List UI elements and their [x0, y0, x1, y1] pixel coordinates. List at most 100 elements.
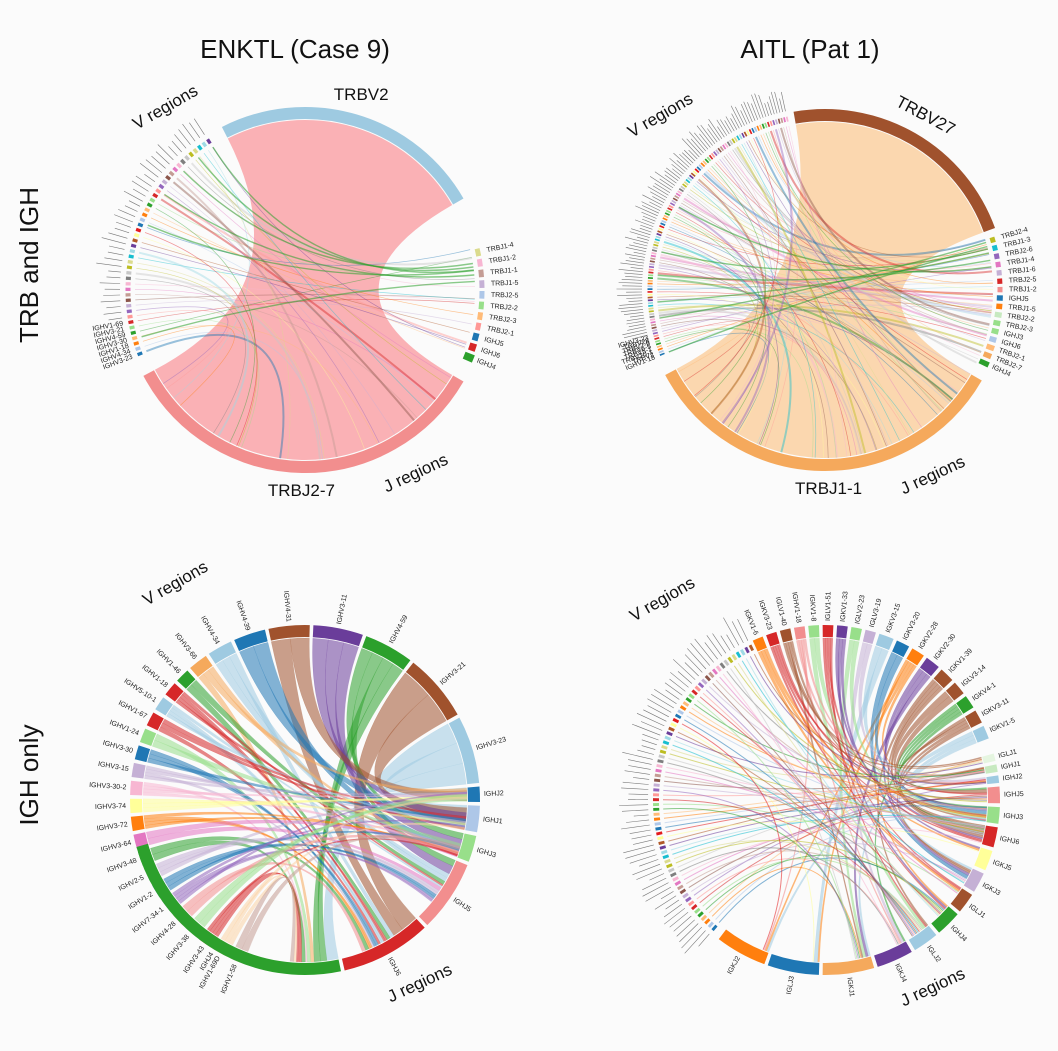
- v-segment-IGHV3-11[interactable]: [312, 625, 363, 647]
- v-segment[interactable]: [654, 238, 660, 242]
- j-segment-TRBJ1-6[interactable]: [996, 269, 1002, 276]
- v-segment[interactable]: [671, 199, 677, 204]
- j-segment-IGHJ4[interactable]: [978, 358, 990, 368]
- v-segment[interactable]: [679, 705, 687, 711]
- v-segment-IGHV1-18[interactable]: [793, 626, 807, 640]
- v-segment[interactable]: [772, 120, 776, 126]
- v-segment[interactable]: [659, 845, 667, 850]
- v-segment[interactable]: [664, 858, 671, 864]
- j-segment-TRBJ2-3[interactable]: [992, 319, 1001, 327]
- v-segment[interactable]: [704, 158, 710, 164]
- v-segment[interactable]: [133, 341, 140, 346]
- v-segment-IGKV1-33[interactable]: [836, 625, 848, 639]
- v-segment-IGHV1-67[interactable]: [146, 712, 164, 731]
- j-segment-IGHJ4[interactable]: [462, 351, 475, 363]
- j-segment-TRBJ2-2[interactable]: [994, 311, 1003, 318]
- v-segment-IGKV1-39[interactable]: [933, 669, 953, 689]
- v-segment[interactable]: [748, 644, 755, 652]
- v-segment[interactable]: [201, 141, 208, 148]
- v-segment[interactable]: [680, 185, 686, 190]
- v-segment[interactable]: [133, 232, 140, 238]
- v-segment[interactable]: [715, 149, 720, 155]
- v-segment[interactable]: [743, 131, 748, 137]
- v-segment[interactable]: [679, 888, 687, 895]
- j-segment-IGHJ1[interactable]: [465, 805, 480, 833]
- v-segment[interactable]: [131, 335, 138, 341]
- v-segment[interactable]: [136, 351, 143, 357]
- v-segment[interactable]: [132, 238, 138, 243]
- j-segment-TRBJ1-3[interactable]: [991, 244, 998, 252]
- v-segment[interactable]: [665, 209, 672, 214]
- v-segment[interactable]: [660, 849, 668, 855]
- j-segment-IGHJ6[interactable]: [468, 342, 478, 352]
- v-segment[interactable]: [691, 689, 698, 696]
- v-segment-IGHV3-23[interactable]: [448, 717, 480, 785]
- v-segment[interactable]: [744, 646, 750, 654]
- v-segment-IGKV3-11[interactable]: [965, 710, 982, 728]
- v-segment-IGHV4-34[interactable]: [208, 641, 237, 664]
- j-segment-TRBJ1-5[interactable]: [996, 303, 1003, 310]
- v-segment-IGHV3-72[interactable]: [130, 815, 145, 832]
- v-segment[interactable]: [701, 678, 708, 685]
- v-segment[interactable]: [708, 154, 714, 160]
- v-segment[interactable]: [766, 121, 771, 127]
- v-segment[interactable]: [662, 854, 670, 860]
- v-segment[interactable]: [683, 181, 689, 186]
- v-segment[interactable]: [656, 232, 662, 237]
- v-segment[interactable]: [139, 217, 146, 223]
- v-segment-IGHV1-24[interactable]: [139, 728, 157, 747]
- j-segment-IGHJ5[interactable]: [987, 786, 1001, 804]
- v-segment[interactable]: [127, 314, 133, 319]
- v-segment-IGKV3-23[interactable]: [766, 631, 780, 647]
- j-segment-IGHJ2[interactable]: [467, 786, 481, 802]
- v-segment[interactable]: [759, 124, 763, 130]
- v-segment[interactable]: [659, 225, 665, 229]
- v-segment[interactable]: [656, 831, 663, 836]
- v-segment[interactable]: [746, 130, 750, 136]
- v-segment[interactable]: [161, 179, 168, 185]
- j-segment-IGHJ6[interactable]: [341, 918, 425, 971]
- v-segment[interactable]: [682, 183, 688, 188]
- v-segment[interactable]: [691, 904, 698, 911]
- v-segment-IGHV3-66[interactable]: [190, 655, 213, 678]
- v-segment[interactable]: [669, 202, 676, 207]
- v-segment[interactable]: [678, 188, 684, 193]
- v-segment[interactable]: [706, 156, 712, 162]
- v-segment[interactable]: [670, 871, 677, 878]
- v-segment-IGKV1-8[interactable]: [808, 625, 820, 638]
- v-segment[interactable]: [688, 693, 695, 700]
- v-segment[interactable]: [685, 896, 692, 903]
- v-segment[interactable]: [741, 132, 745, 138]
- v-segment[interactable]: [670, 722, 677, 728]
- v-segment[interactable]: [129, 325, 135, 330]
- v-segment[interactable]: [710, 152, 716, 158]
- v-segment[interactable]: [165, 174, 172, 181]
- j-segment-IGHJ5[interactable]: [471, 332, 480, 342]
- v-segment[interactable]: [694, 168, 700, 173]
- v-segment[interactable]: [685, 178, 691, 184]
- v-segment[interactable]: [735, 651, 742, 659]
- v-segment[interactable]: [192, 147, 199, 154]
- v-segment-IGHV4-39[interactable]: [234, 629, 268, 652]
- v-segment[interactable]: [137, 222, 144, 228]
- v-segment[interactable]: [719, 146, 725, 152]
- j-segment-IGHJ4[interactable]: [136, 843, 342, 975]
- v-segment[interactable]: [764, 122, 768, 128]
- j-segment-TRBJ2-6[interactable]: [993, 253, 1000, 260]
- v-segment-IGKV4-1[interactable]: [956, 696, 974, 714]
- v-segment[interactable]: [697, 911, 704, 918]
- j-segment-TRBJ2-3[interactable]: [477, 311, 484, 321]
- v-segment-IGKV1-5[interactable]: [972, 725, 989, 743]
- v-segment[interactable]: [658, 840, 665, 845]
- j-segment-IGHJ5[interactable]: [418, 860, 468, 926]
- j-segment-IGKJ3[interactable]: [963, 868, 984, 892]
- v-segment-IGLV2-23[interactable]: [849, 626, 862, 641]
- v-segment[interactable]: [653, 241, 660, 245]
- v-segment[interactable]: [739, 648, 746, 656]
- v-segment[interactable]: [155, 188, 162, 194]
- v-segment[interactable]: [677, 709, 684, 715]
- v-segment-IGHV3-30[interactable]: [134, 745, 151, 763]
- v-segment[interactable]: [711, 668, 718, 675]
- j-segment-IGHJ4[interactable]: [931, 906, 958, 933]
- v-segment[interactable]: [127, 259, 133, 264]
